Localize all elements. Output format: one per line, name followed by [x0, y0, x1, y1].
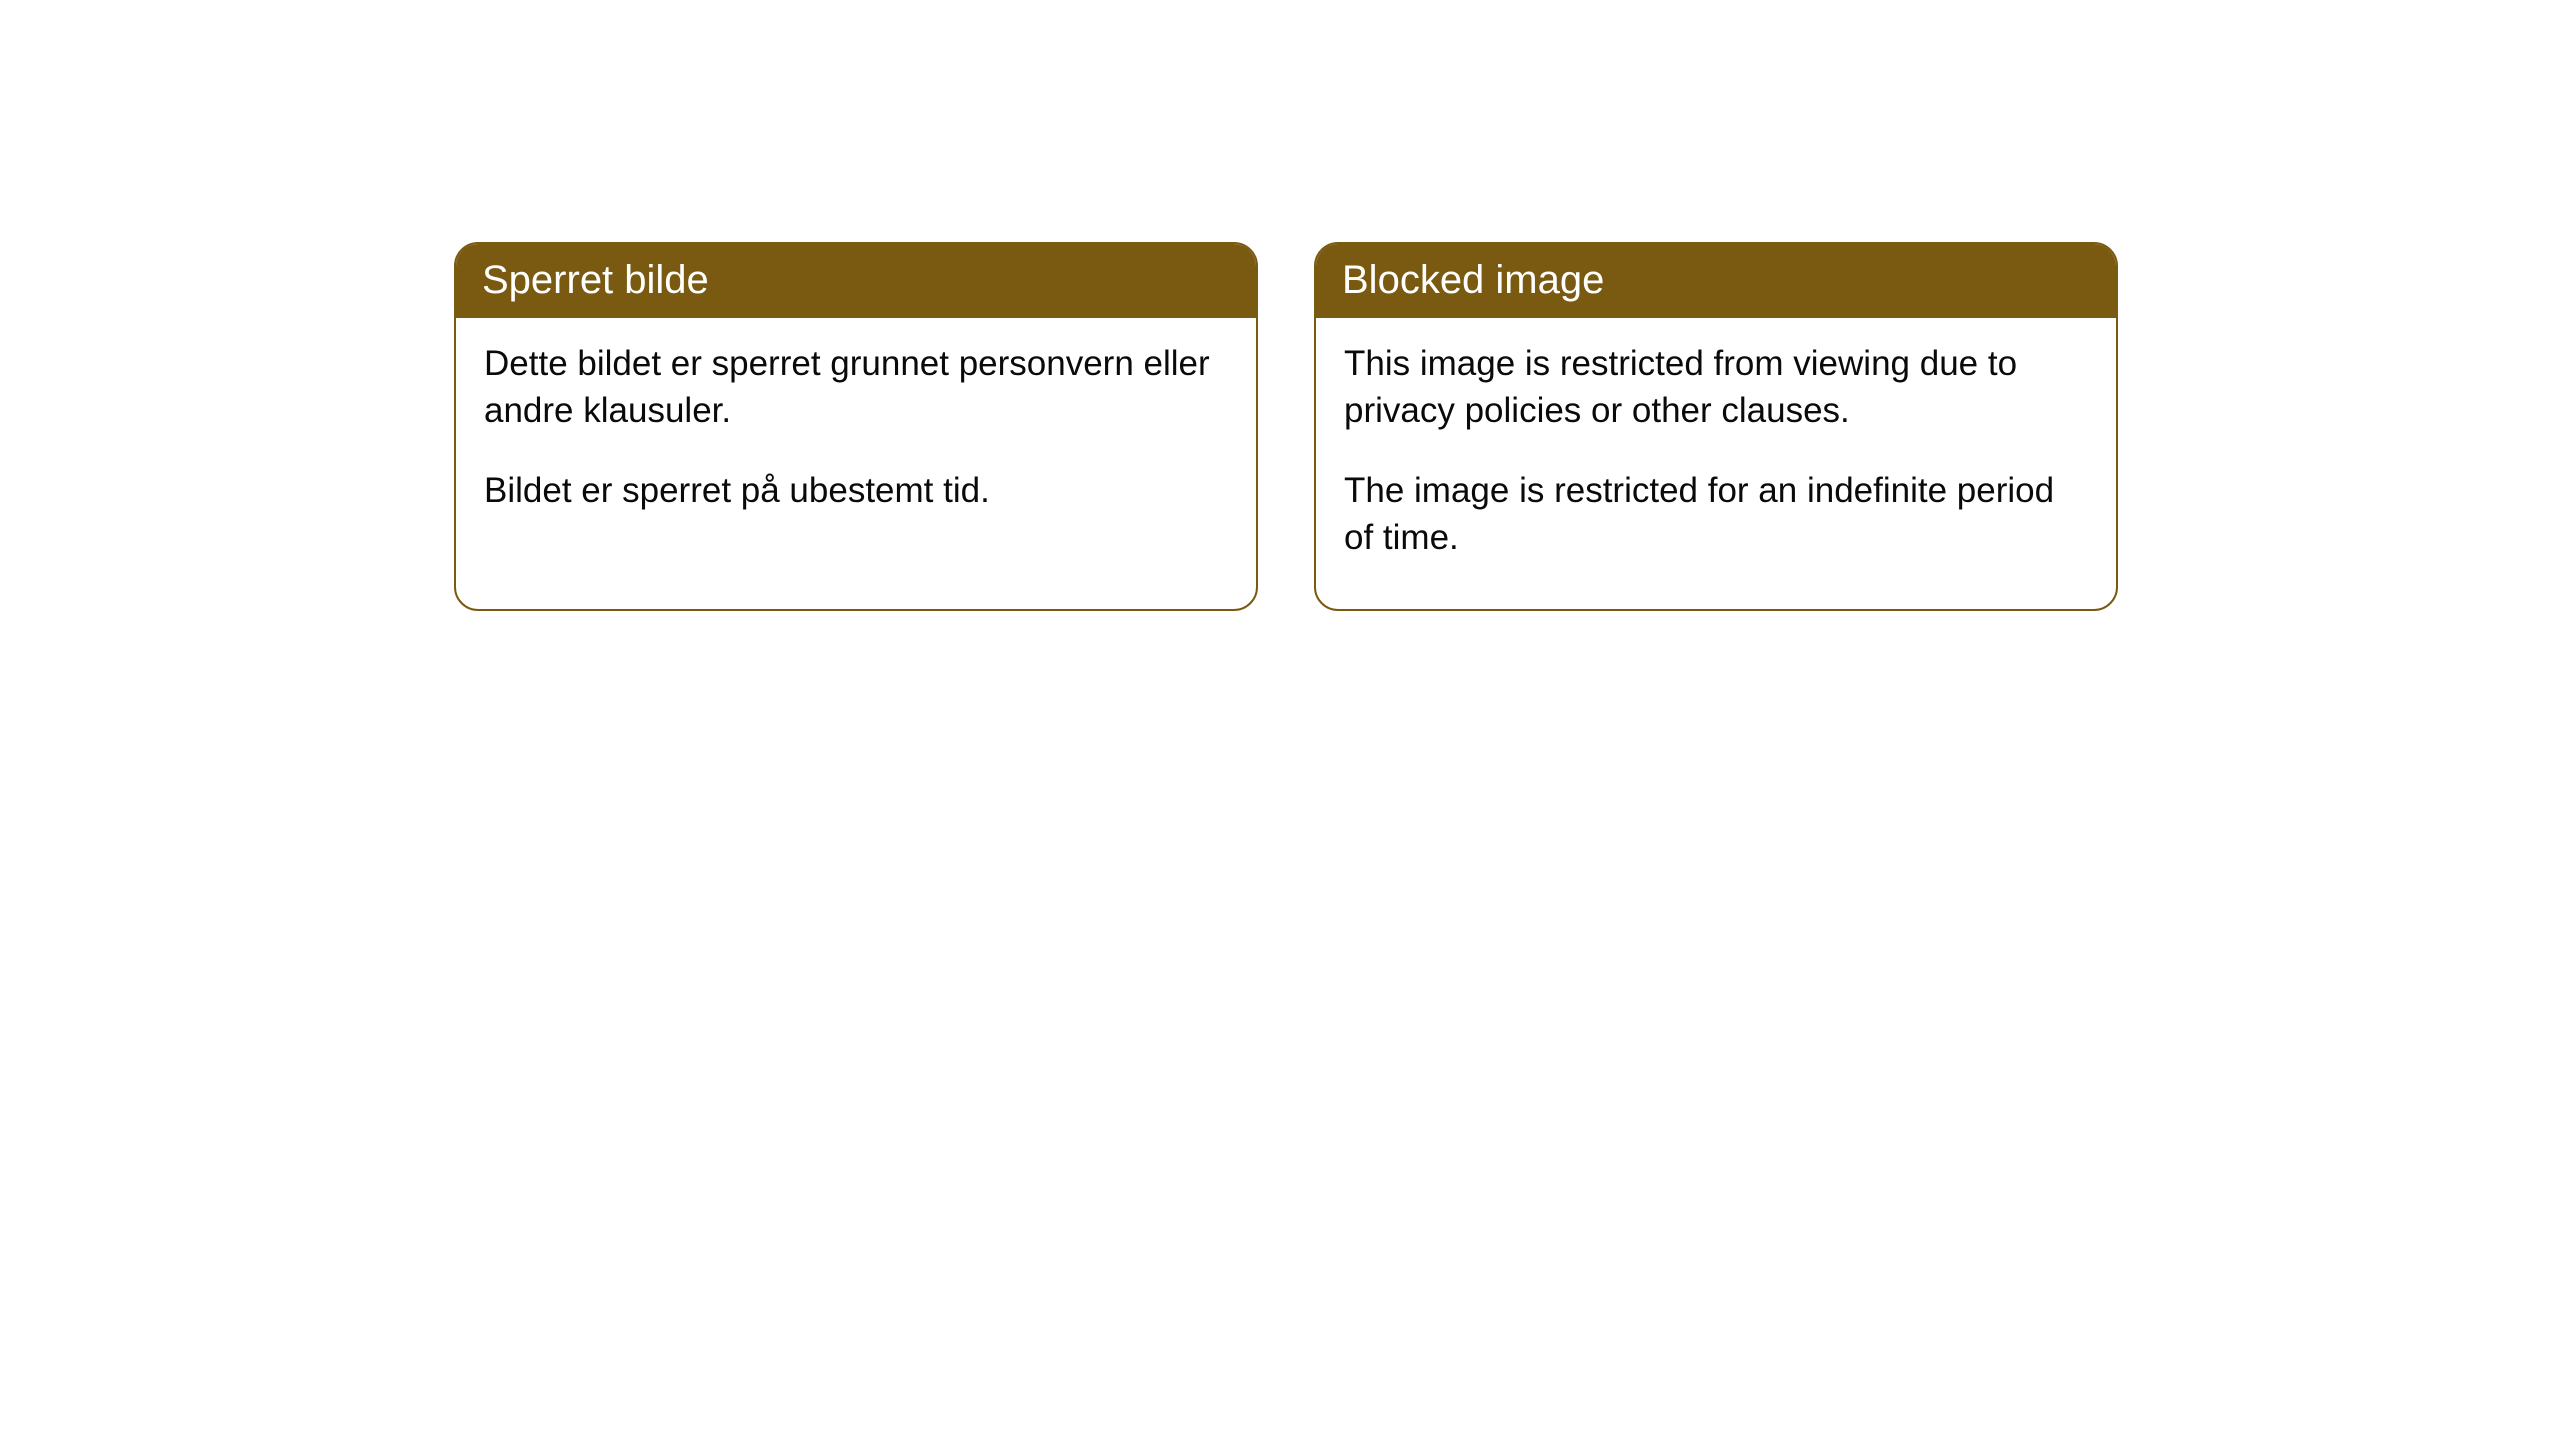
- card-header-en: Blocked image: [1316, 244, 2116, 318]
- card-text-en-2: The image is restricted for an indefinit…: [1344, 467, 2088, 562]
- card-body-en: This image is restricted from viewing du…: [1316, 318, 2116, 609]
- card-text-no-1: Dette bildet er sperret grunnet personve…: [484, 340, 1228, 435]
- blocked-image-card-no: Sperret bilde Dette bildet er sperret gr…: [454, 242, 1258, 611]
- blocked-image-card-en: Blocked image This image is restricted f…: [1314, 242, 2118, 611]
- card-body-no: Dette bildet er sperret grunnet personve…: [456, 318, 1256, 562]
- card-text-en-1: This image is restricted from viewing du…: [1344, 340, 2088, 435]
- card-header-no: Sperret bilde: [456, 244, 1256, 318]
- card-text-no-2: Bildet er sperret på ubestemt tid.: [484, 467, 1228, 514]
- cards-container: Sperret bilde Dette bildet er sperret gr…: [0, 0, 2560, 611]
